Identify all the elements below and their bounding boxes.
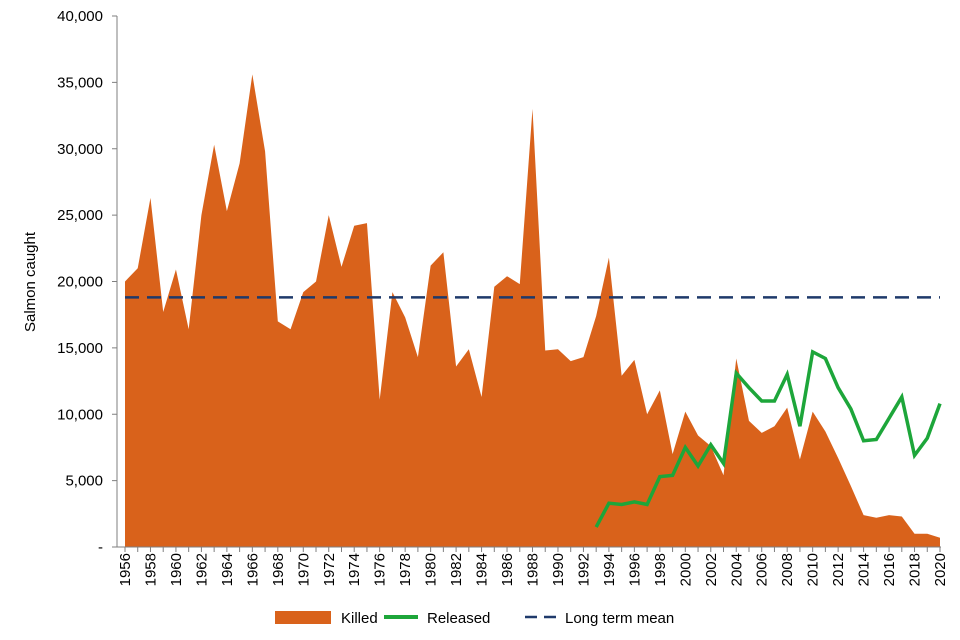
x-tick-label: 1964 xyxy=(219,553,236,586)
x-tick-label: 1960 xyxy=(168,553,185,586)
legend: Killed Released Long term mean xyxy=(275,610,674,627)
x-tick-label: 2010 xyxy=(805,553,822,586)
x-tick-label: 1988 xyxy=(525,553,542,586)
legend-swatch-killed xyxy=(275,611,331,624)
x-tick-label: 1992 xyxy=(575,553,592,586)
x-tick-label: 1984 xyxy=(474,553,491,586)
x-tick-label: 1968 xyxy=(270,553,287,586)
x-tick-label: 1998 xyxy=(652,553,669,586)
x-tick-label: 1970 xyxy=(295,553,312,586)
x-tick-label: 1974 xyxy=(346,553,363,586)
x-tick-label: 1962 xyxy=(193,553,210,586)
x-tick-labels: 1956 1958 1960 1962 1964 1966 1968 1970 1972 1974… xyxy=(117,553,949,586)
x-tick-label: 1978 xyxy=(397,553,414,586)
x-tick-label: 1986 xyxy=(499,553,516,586)
x-tick-label: 2012 xyxy=(830,553,847,586)
x-tick-label: 1972 xyxy=(321,553,338,586)
x-tick-label: 1996 xyxy=(626,553,643,586)
x-tick-label: 2002 xyxy=(703,553,720,586)
x-tick-label: 1990 xyxy=(550,553,567,586)
x-tick-label: 1976 xyxy=(372,553,389,586)
legend-label-released: Released xyxy=(427,610,490,627)
y-tick-label: 15,000 xyxy=(57,340,103,357)
y-tick-label: 30,000 xyxy=(57,141,103,158)
x-tick-label: 1966 xyxy=(244,553,261,586)
released-line xyxy=(594,349,942,528)
x-tick-label: 1980 xyxy=(423,553,440,586)
legend-label-killed: Killed xyxy=(341,610,378,627)
x-tick-label: 2016 xyxy=(881,553,898,586)
x-tick-label: 2008 xyxy=(779,553,796,586)
y-tick-labels: - 5,000 10,000 15,000 20,000 25,000 30,000 35,0… xyxy=(57,8,103,556)
axes xyxy=(112,15,941,552)
y-axis-title: Salmon caught xyxy=(22,231,39,332)
x-tick-label: 1958 xyxy=(142,553,159,586)
y-tick-label: 35,000 xyxy=(57,74,103,91)
x-tick-label: 2004 xyxy=(728,553,745,586)
legend-label-mean: Long term mean xyxy=(565,610,674,627)
x-tick-label: 1956 xyxy=(117,553,134,586)
killed-area xyxy=(125,74,940,547)
y-tick-label: 5,000 xyxy=(65,473,103,490)
x-tick-label: 1994 xyxy=(601,553,618,586)
x-tick-label: 1982 xyxy=(448,553,465,586)
killed-area-layer xyxy=(125,74,940,547)
y-tick-label: 40,000 xyxy=(57,8,103,25)
y-tick-label: 25,000 xyxy=(57,207,103,224)
x-tick-label: 2020 xyxy=(932,553,949,586)
x-tick-label: 2014 xyxy=(856,553,873,586)
x-tick-label: 2000 xyxy=(677,553,694,586)
released-line-layer xyxy=(594,349,942,528)
y-tick-label: 20,000 xyxy=(57,274,103,291)
y-tick-label: 10,000 xyxy=(57,406,103,423)
x-tick-label: 2006 xyxy=(754,553,771,586)
y-tick-label: - xyxy=(98,539,103,556)
x-tick-label: 2018 xyxy=(907,553,924,586)
